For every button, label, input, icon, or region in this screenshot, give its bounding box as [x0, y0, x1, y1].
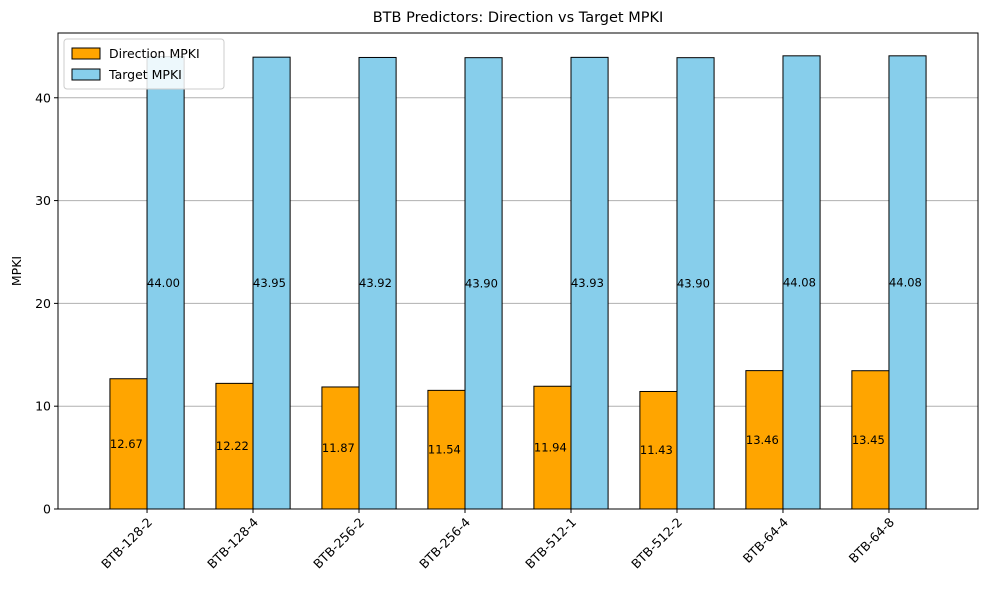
- y-tick-label: 30: [35, 193, 51, 208]
- y-axis-label: MPKI: [9, 256, 24, 286]
- x-tick-label-5: BTB-512-2: [628, 515, 685, 572]
- bars: [109, 55, 927, 510]
- direction-value-label-6: 13.46: [746, 433, 779, 447]
- x-tick-label-6: BTB-64-4: [740, 514, 791, 565]
- direction-value-label-1: 12.22: [216, 439, 249, 453]
- target-bar-5: [676, 57, 715, 510]
- direction-value-label-7: 13.45: [852, 433, 885, 447]
- y-tick-label: 10: [35, 399, 51, 414]
- target-bar-4: [570, 56, 609, 510]
- chart-title: BTB Predictors: Direction vs Target MPKI: [373, 10, 664, 26]
- x-tick-label-3: BTB-256-4: [416, 514, 473, 571]
- legend-box: [63, 38, 225, 90]
- direction-value-label-3: 11.54: [428, 443, 461, 457]
- target-value-label-7: 44.08: [889, 275, 922, 289]
- target-bar-0: [146, 56, 185, 510]
- direction-value-label-5: 11.43: [640, 443, 673, 457]
- target-value-label-4: 43.93: [571, 276, 604, 290]
- legend-swatch-1: [71, 68, 101, 81]
- direction-bar-4: [533, 385, 572, 510]
- target-value-label-2: 43.92: [359, 276, 392, 290]
- x-tick-label-2: BTB-256-2: [310, 515, 367, 572]
- target-value-label-6: 44.08: [783, 275, 816, 289]
- legend-items: Direction MPKI Target MPKI: [71, 46, 200, 82]
- x-tick-label-0: BTB-128-2: [98, 515, 155, 572]
- x-tick-label-1: BTB-128-4: [204, 514, 261, 571]
- target-bar-1: [252, 56, 291, 510]
- legend-label-0: Direction MPKI: [109, 46, 200, 61]
- target-bar-2: [358, 56, 397, 510]
- target-value-label-3: 43.90: [465, 276, 498, 290]
- plot-area-frame: [57, 32, 979, 510]
- legend-label-1: Target MPKI: [108, 67, 182, 82]
- grid-lines: [58, 97, 978, 510]
- target-value-label-5: 43.90: [677, 276, 710, 290]
- bar-value-labels: 12.67 12.22 11.87 11.54 11.94 11.43 13.46 13.45…: [110, 275, 922, 457]
- y-tick-label: 20: [35, 296, 51, 311]
- direction-bar-6: [745, 370, 784, 510]
- target-bar-7: [888, 55, 927, 510]
- target-value-label-1: 43.95: [253, 276, 286, 290]
- y-tick-label: 0: [43, 502, 51, 517]
- direction-value-label-0: 12.67: [110, 437, 143, 451]
- direction-bar-0: [109, 378, 148, 510]
- target-value-label-0: 44.00: [147, 276, 180, 290]
- y-tick-label: 40: [35, 90, 51, 105]
- x-tick-label-4: BTB-512-1: [522, 515, 579, 572]
- target-bar-6: [782, 55, 821, 510]
- direction-value-label-2: 11.87: [322, 441, 355, 455]
- x-axis: BTB-128-2 BTB-128-4 BTB-256-2 BTB-256-4 BTB-…: [98, 509, 897, 572]
- legend-swatch-0: [71, 47, 101, 60]
- direction-value-label-4: 11.94: [534, 441, 567, 455]
- direction-bar-2: [321, 386, 360, 510]
- target-bar-3: [464, 57, 503, 510]
- x-tick-label-7: BTB-64-8: [846, 514, 897, 565]
- legend: Direction MPKI Target MPKI: [63, 38, 225, 90]
- y-axis: 0 10 20 30 40: [35, 90, 58, 517]
- direction-bar-5: [639, 390, 678, 510]
